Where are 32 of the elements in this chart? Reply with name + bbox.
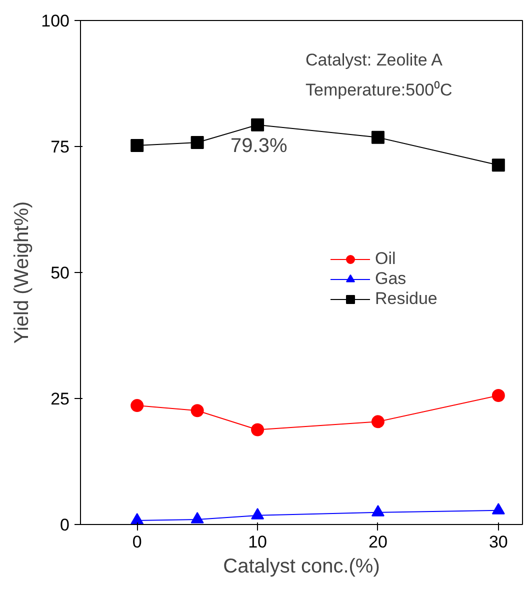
y-tick-label: 100 [41, 12, 70, 30]
point [251, 508, 264, 520]
point [371, 415, 384, 428]
point [492, 388, 505, 402]
point [190, 136, 204, 149]
y-tick-label: 75 [50, 138, 70, 156]
point [251, 118, 264, 132]
point [130, 138, 144, 152]
x-tick-label: 0 [132, 532, 142, 552]
x-axis-title: Catalyst conc.(%) [223, 556, 380, 578]
legend-label: Residue [375, 289, 438, 309]
point [130, 513, 144, 524]
annotation: Catalyst: Zeolite A [306, 50, 444, 70]
annotation: 79.3% [230, 134, 288, 157]
x-tick-label: 20 [368, 532, 388, 552]
point [371, 504, 384, 516]
point [130, 399, 144, 412]
y-tick-label: 50 [50, 264, 70, 282]
y-tick-label: 25 [50, 390, 70, 408]
y-axis-title: Yield (Weight%) [11, 201, 34, 344]
legend-label: Oil [375, 249, 396, 269]
annotation: Temperature:500⁰C [306, 80, 452, 100]
x-tick-label: 30 [488, 532, 508, 552]
point [492, 158, 505, 172]
y-tick-label: 0 [60, 516, 70, 534]
point [190, 512, 204, 524]
legend-label: Gas [375, 269, 406, 289]
x-tick-label: 10 [248, 532, 268, 552]
point [492, 502, 505, 514]
point [371, 130, 384, 144]
point [190, 404, 204, 418]
point [251, 423, 264, 436]
